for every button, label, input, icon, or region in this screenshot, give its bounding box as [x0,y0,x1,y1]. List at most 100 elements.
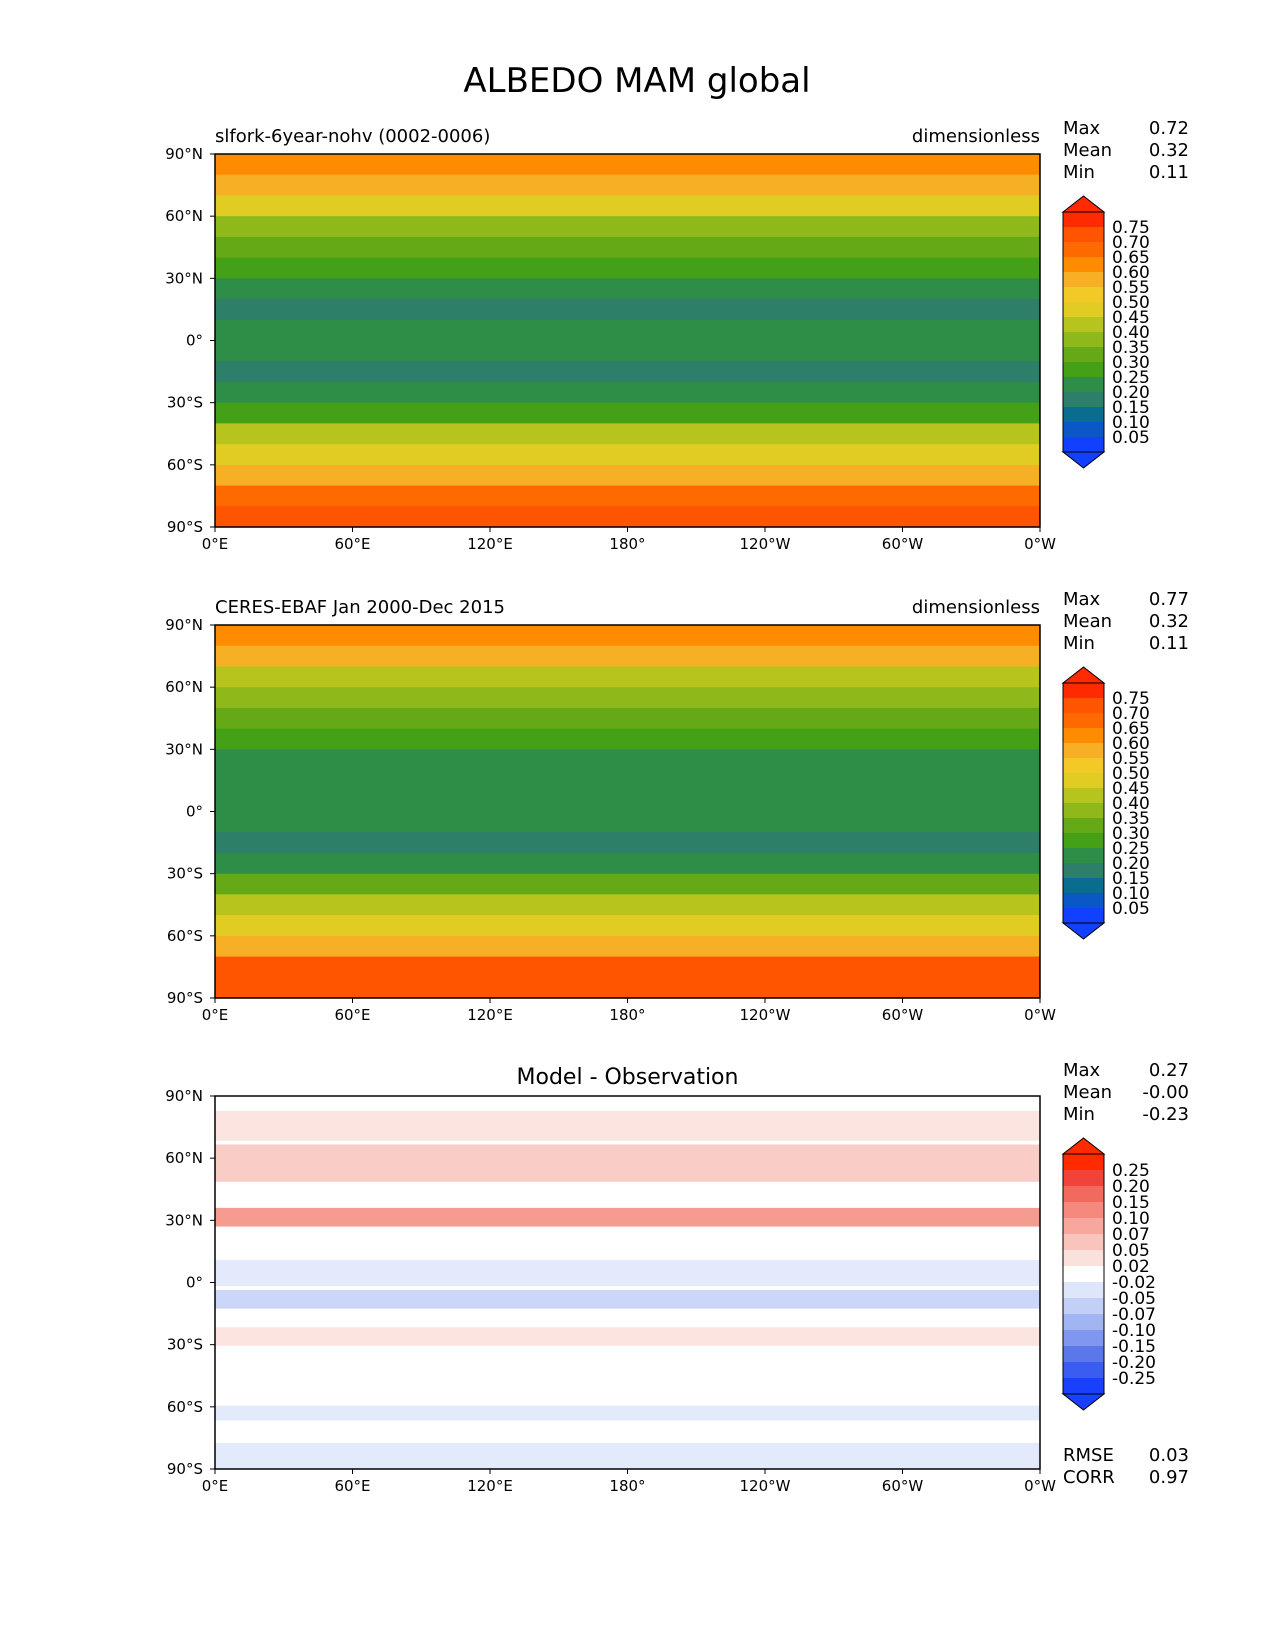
zonal-band [215,645,1040,668]
colorbar-swatch [1063,1330,1104,1347]
colorbar-swatch [1063,1218,1104,1235]
colorbar-over-arrow [1061,666,1106,684]
colorbar-swatch [1063,698,1104,714]
stat-label: Mean [1063,1082,1112,1103]
stat-label: Min [1063,633,1095,654]
y-tick-label: 0° [186,803,203,821]
zonal-band [215,278,1040,300]
colorbar-label: 0.35 [1112,338,1150,358]
anomaly-band [215,1207,1040,1227]
stat-label: Mean [1063,140,1112,161]
y-tick-label: 30°S [167,394,203,412]
stat-value: 0.11 [1149,633,1189,654]
stat-value: -0.23 [1142,1104,1189,1125]
zonal-band [215,402,1040,424]
zonal-band [215,257,1040,279]
y-tick-label: 60°N [165,207,203,225]
colorbar-swatch [1063,683,1104,699]
zonal-band [215,625,1040,647]
colorbar-swatch [1063,212,1104,228]
y-tick-label: 0° [186,332,203,350]
zonal-band [215,381,1040,404]
colorbar-swatch [1063,257,1104,273]
anomaly-band [215,1144,1040,1182]
colorbar-swatch [1063,332,1104,348]
x-tick-label: 0°W [1024,1006,1056,1024]
stat-value: 0.11 [1149,162,1189,183]
colorbar-label: 0.60 [1112,263,1150,283]
x-tick-label: 0°E [202,1477,229,1495]
stat-label: Min [1063,1104,1095,1125]
stat-value: 0.77 [1149,589,1189,610]
panel-1: 0°E 60°E 120°E 180° 120°W 60°W 0°W 90°N 60°N 30°N… [165,118,1189,553]
zonal-band [215,811,1040,833]
colorbar-swatch [1063,713,1104,729]
footer-stat-value: 0.03 [1149,1445,1189,1466]
zonal-band [215,423,1040,445]
x-tick-label: 0°E [202,535,229,553]
colorbar-label: 0.20 [1112,854,1150,874]
zonal-band [215,195,1040,217]
colorbar-label: -0.25 [1112,1369,1156,1389]
colorbar-frame [1062,211,1105,453]
colorbar-swatch [1063,728,1104,744]
zonal-band [215,216,1040,238]
colorbar-under-arrow [1061,922,1106,940]
colorbar-swatch [1063,818,1104,834]
panel-left-title: CERES-EBAF Jan 2000-Dec 2015 [215,597,505,618]
colorbar-label: 0.25 [1112,839,1150,859]
zonal-band [215,728,1040,750]
colorbar-label: 0.07 [1112,1225,1150,1245]
colorbar-label: -0.20 [1112,1353,1156,1373]
colorbar-label: -0.05 [1112,1289,1156,1309]
colorbar-label: 0.40 [1112,323,1150,343]
colorbar-label: -0.07 [1112,1305,1156,1325]
y-tick-label: 90°S [167,1460,203,1478]
colorbar-over-arrow [1061,1137,1106,1155]
colorbar-label: 0.10 [1112,884,1150,904]
colorbar-swatch [1063,392,1104,408]
colorbar-label: 0.65 [1112,719,1150,739]
zonal-band [215,687,1040,709]
colorbar-label: 0.15 [1112,398,1150,418]
colorbar-label: 0.55 [1112,749,1150,769]
colorbar-swatch [1063,758,1104,774]
zonal-band [215,299,1040,321]
colorbar-swatch [1063,1186,1104,1203]
panels: 0°E 60°E 120°E 180° 120°W 60°W 0°W 90°N 60°N 30°N… [165,118,1189,1495]
colorbar-swatch [1063,908,1104,924]
x-tick-label: 180° [609,1006,645,1024]
zonal-band [215,236,1040,259]
panel-units: dimensionless [912,597,1040,618]
colorbar-under-arrow [1061,1393,1106,1411]
x-tick-label: 120°W [740,1006,791,1024]
stat-value: 0.72 [1149,118,1189,139]
y-tick-label: 30°N [165,740,203,758]
colorbar-label: 0.20 [1112,383,1150,403]
zonal-band [215,977,1040,999]
panel-3: 0°E 60°E 120°E 180° 120°W 60°W 0°W 90°N 60°N 30°N… [165,1060,1189,1495]
x-tick-label: 120°E [467,1006,513,1024]
y-tick-label: 60°S [167,456,203,474]
colorbar-label: -0.02 [1112,1273,1156,1293]
colorbar-label: 0.10 [1112,413,1150,433]
colorbar-swatch [1063,1170,1104,1187]
panel-left-title: slfork-6year-nohv (0002-0006) [215,126,490,147]
colorbar-swatch [1063,437,1104,453]
colorbar-over-arrow [1061,195,1106,213]
x-tick-label: 120°W [740,535,791,553]
colorbar-label: 0.40 [1112,794,1150,814]
zonal-band [215,666,1040,688]
map-3 [215,1096,1040,1469]
colorbar-label: 0.15 [1112,1193,1150,1213]
x-tick-label: 60°E [334,1477,370,1495]
y-tick-label: 90°N [165,145,203,163]
colorbar-label: 0.75 [1112,218,1150,238]
y-tick-label: 90°N [165,616,203,634]
x-tick-label: 0°E [202,1006,229,1024]
colorbar-swatch [1063,1266,1104,1283]
colorbar-swatch [1063,1234,1104,1251]
zonal-band [215,319,1040,342]
footer-stat-label: CORR [1063,1467,1115,1488]
